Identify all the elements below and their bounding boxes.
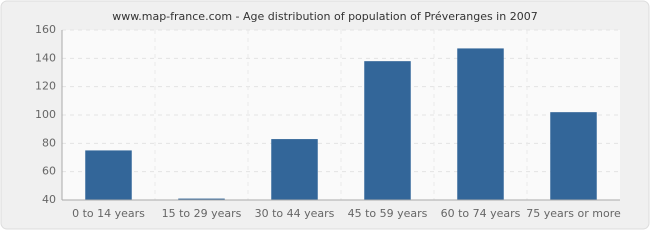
x-tick-label: 15 to 29 years bbox=[162, 207, 242, 220]
bar bbox=[364, 61, 411, 200]
y-tick-label: 80 bbox=[42, 136, 56, 149]
x-tick-label: 30 to 44 years bbox=[255, 207, 335, 220]
bar bbox=[271, 139, 318, 200]
y-tick-label: 140 bbox=[35, 51, 56, 64]
x-tick-label: 45 to 59 years bbox=[348, 207, 428, 220]
x-tick-label: 75 years or more bbox=[526, 207, 621, 220]
y-tick-label: 40 bbox=[42, 193, 56, 206]
chart-title: www.map-france.com - Age distribution of… bbox=[112, 10, 537, 23]
x-tick-label: 60 to 74 years bbox=[441, 207, 521, 220]
bar bbox=[457, 48, 504, 200]
bar bbox=[550, 112, 597, 200]
bar bbox=[85, 150, 132, 200]
y-tick-label: 100 bbox=[35, 108, 56, 121]
y-tick-label: 160 bbox=[35, 23, 56, 36]
y-tick-label: 60 bbox=[42, 165, 56, 178]
y-tick-label: 120 bbox=[35, 80, 56, 93]
chart: www.map-france.com - Age distribution of… bbox=[0, 0, 650, 230]
bar bbox=[178, 198, 225, 200]
x-tick-label: 0 to 14 years bbox=[72, 207, 145, 220]
